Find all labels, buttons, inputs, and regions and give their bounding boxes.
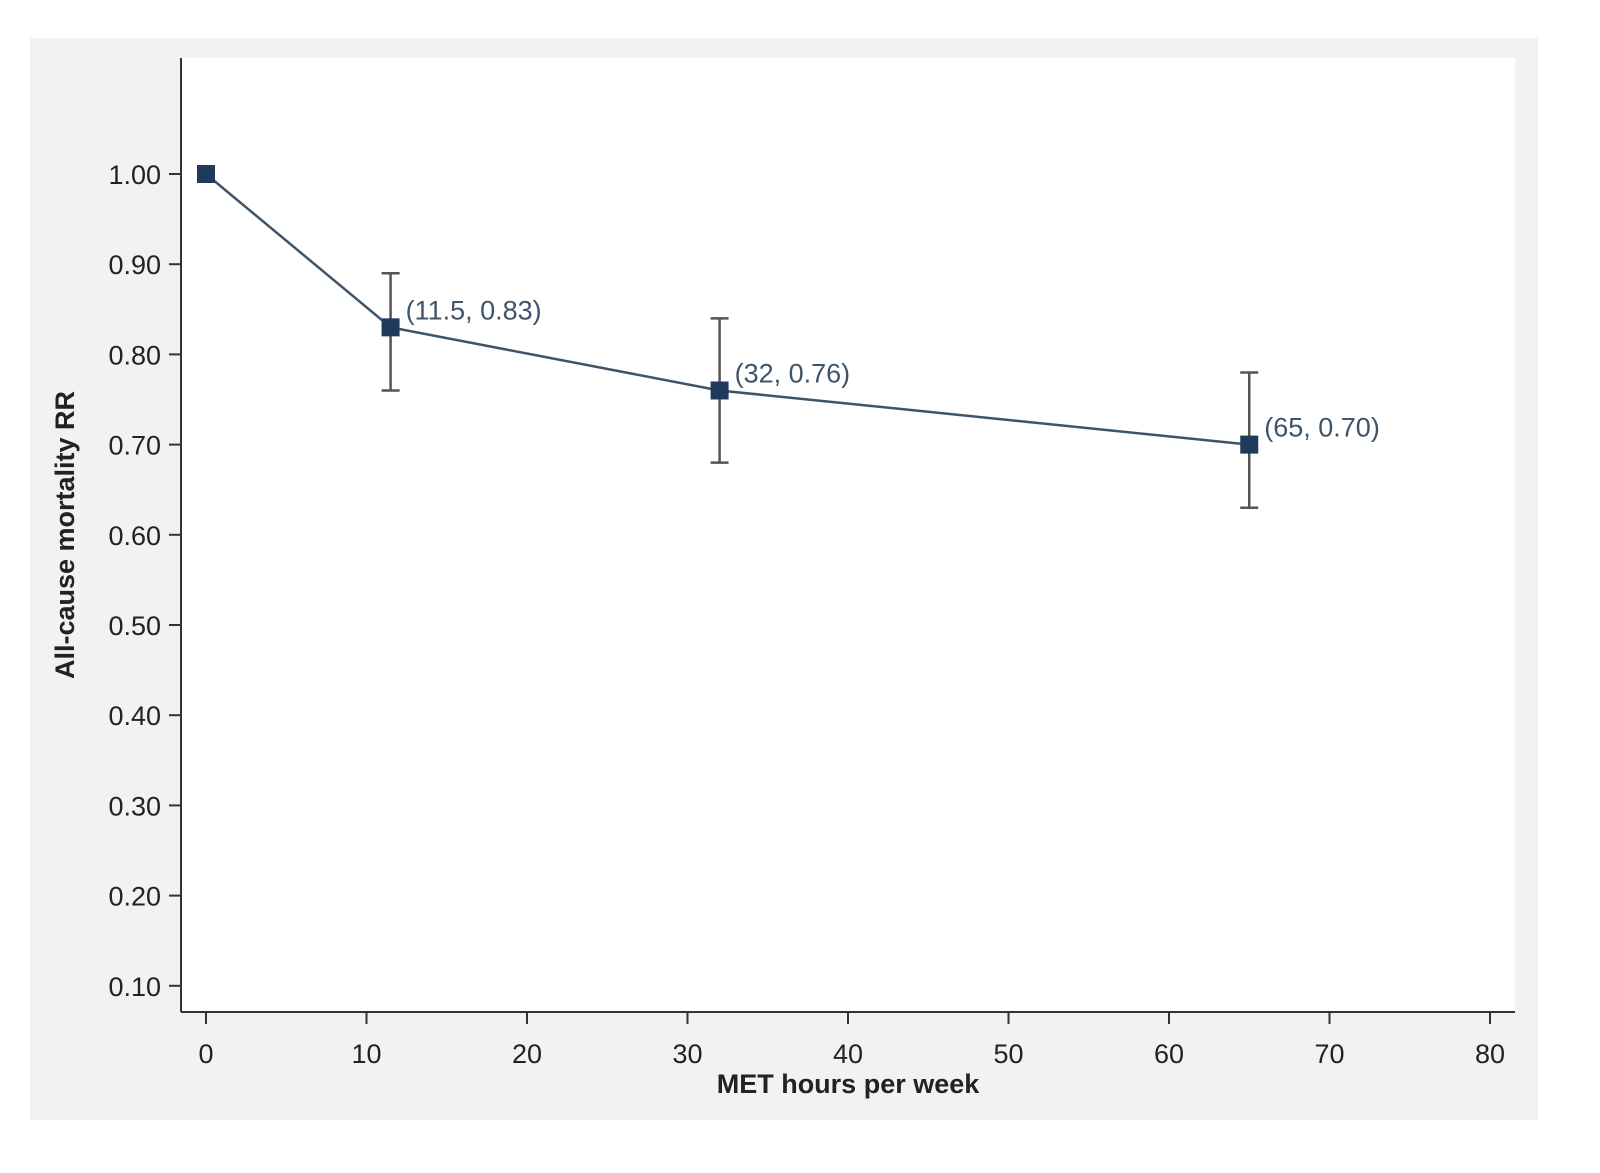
data-point-label: (32, 0.76) bbox=[735, 358, 851, 388]
y-tick-label: 0.60 bbox=[108, 521, 161, 551]
y-tick-label: 0.70 bbox=[108, 431, 161, 461]
x-tick-label: 40 bbox=[833, 1039, 863, 1069]
x-tick-label: 0 bbox=[198, 1039, 213, 1069]
x-tick-label: 60 bbox=[1154, 1039, 1184, 1069]
series-layer: (11.5, 0.83) (32, 0.76) (65, 0.70) bbox=[197, 165, 1380, 509]
x-tick-label: 20 bbox=[512, 1039, 542, 1069]
y-tick-label: 0.90 bbox=[108, 250, 161, 280]
x-tick-label: 70 bbox=[1314, 1039, 1344, 1069]
data-point-label: (65, 0.70) bbox=[1264, 413, 1380, 443]
x-axis-ticks: 0 10 20 30 40 50 60 70 80 bbox=[198, 1012, 1505, 1069]
plot-area bbox=[181, 58, 1515, 1012]
x-tick-label: 30 bbox=[672, 1039, 702, 1069]
y-tick-label: 0.50 bbox=[108, 611, 161, 641]
y-tick-label: 1.00 bbox=[108, 160, 161, 190]
y-tick-label: 0.20 bbox=[108, 882, 161, 912]
y-tick-label: 0.10 bbox=[108, 972, 161, 1002]
y-tick-label: 0.80 bbox=[108, 340, 161, 370]
data-point-label: (11.5, 0.83) bbox=[406, 295, 542, 325]
series-line bbox=[205, 173, 1250, 446]
data-point-marker bbox=[710, 381, 729, 400]
data-point-marker bbox=[197, 165, 215, 183]
x-tick-label: 50 bbox=[993, 1039, 1023, 1069]
x-tick-label: 80 bbox=[1475, 1039, 1505, 1069]
x-tick-label: 10 bbox=[351, 1039, 381, 1069]
data-point-marker bbox=[381, 318, 400, 337]
y-tick-label: 0.40 bbox=[108, 701, 161, 731]
y-axis-title: All-cause mortality RR bbox=[50, 391, 80, 679]
y-tick-label: 0.30 bbox=[108, 791, 161, 821]
data-point-marker bbox=[1240, 435, 1259, 454]
x-axis-title: MET hours per week bbox=[717, 1069, 981, 1099]
y-axis-ticks: 0.10 0.20 0.30 0.40 0.50 0.60 0.70 0.80 0.90 1.00 bbox=[108, 160, 181, 1002]
